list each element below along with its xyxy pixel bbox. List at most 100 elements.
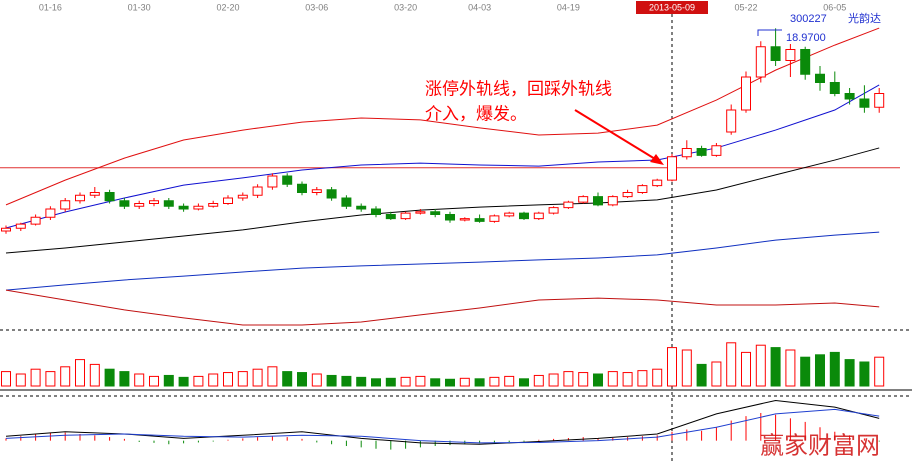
volume-bar bbox=[563, 371, 574, 387]
volume-bar bbox=[578, 372, 589, 387]
volume-bar bbox=[193, 375, 204, 387]
candle-body bbox=[785, 49, 796, 61]
candle-body bbox=[667, 156, 677, 181]
candle-body bbox=[548, 207, 559, 214]
volume-bar bbox=[681, 349, 692, 387]
x-tick-label: 01-30 bbox=[128, 2, 151, 12]
candle-body bbox=[489, 215, 500, 222]
volume-bar bbox=[711, 361, 722, 387]
volume-bar bbox=[119, 371, 130, 387]
candle-body bbox=[474, 218, 485, 222]
plot-area: 01-16 01-30 02-20 03-06 03-20 04-03 04-19 2013-… bbox=[0, 1, 900, 450]
candle-body bbox=[504, 212, 515, 217]
volume-bar bbox=[252, 368, 263, 387]
volume-bar bbox=[326, 374, 337, 387]
volume-bar bbox=[459, 377, 470, 387]
candle-body bbox=[637, 185, 648, 193]
candle-body bbox=[149, 200, 159, 204]
volume-bar bbox=[149, 375, 159, 387]
candle-body bbox=[193, 205, 204, 210]
candle-body bbox=[622, 192, 633, 198]
candle-body bbox=[356, 205, 367, 210]
candle-body bbox=[297, 183, 307, 193]
band-line bbox=[5, 84, 880, 229]
volume-bar bbox=[178, 376, 189, 387]
x-tick-label: 03-20 bbox=[394, 2, 417, 12]
candle-body bbox=[445, 214, 455, 221]
volume-bar bbox=[622, 372, 633, 387]
candle-body bbox=[459, 218, 470, 221]
volume-bar bbox=[874, 356, 885, 387]
band-line bbox=[5, 231, 880, 291]
volume-bar bbox=[89, 363, 100, 387]
volume-bar bbox=[30, 368, 41, 387]
candle-body bbox=[385, 214, 396, 220]
volume-bar bbox=[371, 378, 381, 387]
volume-bar bbox=[400, 376, 411, 387]
volume-bar bbox=[593, 373, 603, 387]
volume-bar bbox=[208, 373, 219, 387]
volume-bar bbox=[45, 371, 56, 387]
peak-label: 18.9700 bbox=[786, 32, 826, 44]
candle-body bbox=[267, 175, 278, 188]
candle-body bbox=[311, 189, 322, 193]
candle-body bbox=[607, 196, 618, 206]
volume-bar bbox=[267, 366, 278, 387]
volume-bar bbox=[637, 370, 648, 387]
candle-body bbox=[400, 212, 411, 220]
x-tick-label: 03-06 bbox=[305, 2, 328, 12]
candle-body bbox=[282, 175, 293, 185]
candle-body bbox=[593, 196, 603, 206]
volume-bar bbox=[385, 377, 396, 387]
volume-bar bbox=[489, 376, 500, 387]
volume-bar bbox=[1, 371, 11, 387]
candle-body bbox=[15, 223, 26, 229]
volume-bar bbox=[815, 354, 825, 387]
x-tick-label: 04-19 bbox=[557, 2, 580, 12]
candle-body bbox=[726, 109, 737, 133]
candle-body bbox=[652, 179, 663, 187]
candle-body bbox=[371, 208, 381, 215]
candle-body bbox=[1, 227, 11, 232]
volume-bar bbox=[533, 374, 544, 387]
volume-bar bbox=[430, 378, 441, 387]
volume-bar bbox=[755, 344, 766, 387]
volume-bar bbox=[75, 359, 85, 387]
candle-body bbox=[415, 211, 426, 214]
band-line bbox=[5, 147, 880, 254]
volume-bar bbox=[859, 361, 870, 387]
volume-bar bbox=[474, 378, 485, 387]
candle-body bbox=[119, 200, 130, 207]
volume-bar bbox=[163, 374, 174, 387]
candle-body bbox=[341, 197, 352, 207]
volume-bar bbox=[667, 347, 677, 387]
volume-bar bbox=[297, 372, 307, 387]
candle-body bbox=[163, 200, 174, 207]
candle-body bbox=[681, 148, 692, 158]
candle-body bbox=[326, 189, 337, 199]
x-tick-label: 06-05 bbox=[823, 2, 846, 12]
candle-body bbox=[815, 73, 825, 83]
band-line bbox=[5, 289, 880, 326]
peak-bracket bbox=[757, 29, 782, 36]
watermark: 赢家财富网 bbox=[760, 432, 880, 460]
volume-bar bbox=[696, 363, 707, 387]
candle-body bbox=[45, 208, 56, 218]
stock-code: 300227 bbox=[790, 13, 827, 25]
annotation-arrowhead bbox=[650, 154, 664, 165]
volume-bar bbox=[741, 351, 751, 387]
candle-body bbox=[711, 145, 722, 156]
volume-bar bbox=[504, 375, 515, 387]
volume-bar bbox=[237, 371, 248, 387]
candle-body bbox=[134, 203, 145, 207]
volume-bar bbox=[104, 368, 115, 387]
candle-body bbox=[208, 203, 219, 207]
volume-bar bbox=[800, 356, 811, 387]
volume-bar bbox=[726, 342, 737, 387]
volume-bar bbox=[445, 378, 455, 387]
date-highlight bbox=[636, 1, 708, 14]
annotation-line: 涨停外轨线，回踩外轨线 bbox=[425, 79, 612, 98]
volume-bar bbox=[829, 351, 840, 387]
candle-body bbox=[430, 211, 441, 215]
